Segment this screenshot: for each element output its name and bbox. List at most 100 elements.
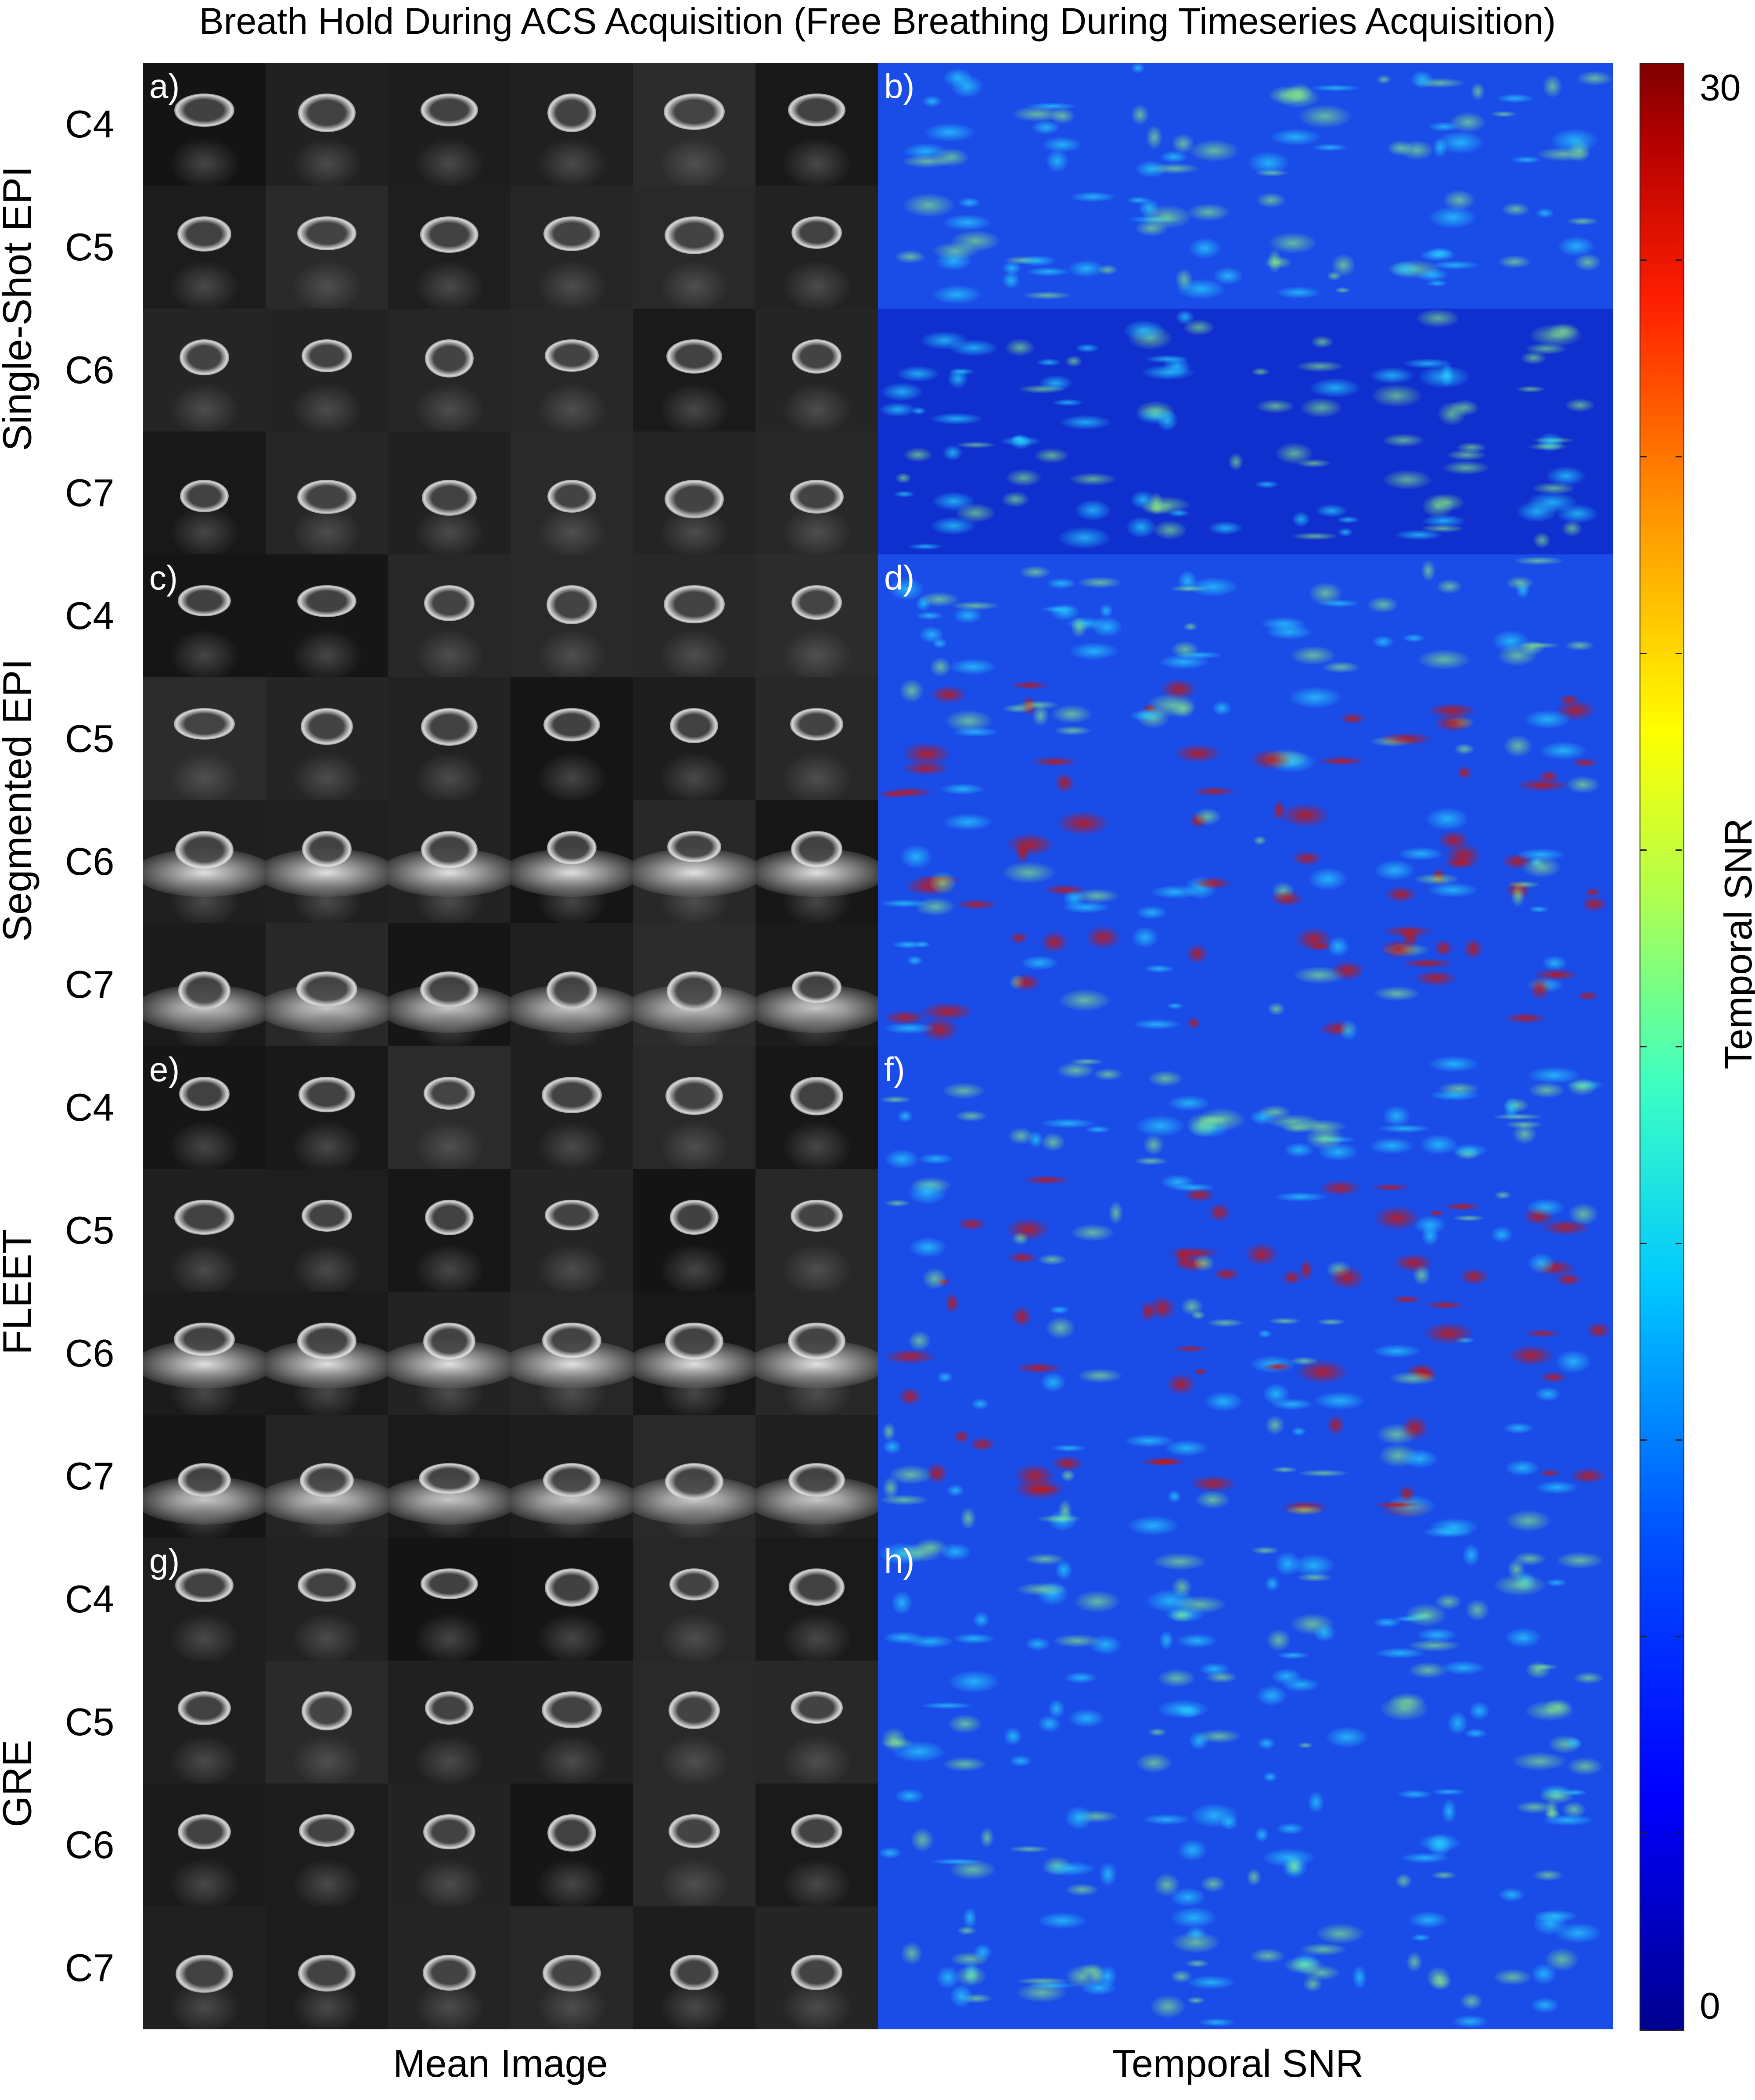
tsnr-hotspot xyxy=(1027,267,1070,276)
tsnr-hotspot xyxy=(1128,1516,1179,1535)
tsnr-hotspot xyxy=(1069,472,1116,486)
tsnr-hotspot xyxy=(1208,521,1242,535)
tsnr-hotspot xyxy=(1148,1457,1185,1466)
soft-tissue-shade xyxy=(659,260,730,309)
colorbar-tick xyxy=(1676,1439,1682,1441)
vertebra-shape xyxy=(420,216,479,253)
tsnr-hotspot xyxy=(1017,1582,1067,1596)
tsnr-map-tile xyxy=(878,1046,1001,1169)
tsnr-hotspot xyxy=(973,1611,990,1628)
soft-tissue-shade xyxy=(781,1489,852,1538)
tsnr-hotspot xyxy=(1041,1372,1066,1392)
tsnr-hotspot xyxy=(1281,804,1329,827)
tsnr-hotspot xyxy=(1046,1317,1075,1339)
tsnr-hotspot xyxy=(1277,1652,1309,1659)
soft-tissue-shade xyxy=(781,260,852,309)
tsnr-hotspot xyxy=(1010,681,1049,689)
tsnr-hotspot xyxy=(908,1181,947,1204)
mean-image-tile xyxy=(633,432,756,554)
tsnr-hotspot xyxy=(1002,271,1020,289)
mean-image-tile xyxy=(266,309,388,432)
tsnr-hotspot xyxy=(1165,1440,1208,1456)
mean-image-tile xyxy=(266,677,388,800)
tsnr-map-tile xyxy=(1000,63,1123,186)
tsnr-map-tile xyxy=(1245,1538,1368,1661)
soft-tissue-shade xyxy=(414,629,485,677)
vertebra-shape xyxy=(177,216,231,252)
tsnr-map-tile xyxy=(1123,1784,1246,1906)
tsnr-hotspot xyxy=(1012,106,1062,122)
tsnr-hotspot xyxy=(1409,1911,1447,1928)
tsnr-hotspot xyxy=(889,578,924,600)
soft-tissue-shade xyxy=(781,1858,852,1906)
tsnr-hotspot xyxy=(1286,83,1313,103)
tsnr-map-tile xyxy=(1123,186,1246,309)
level-label: C4 xyxy=(65,1086,115,1129)
tsnr-map-tile xyxy=(1123,432,1246,554)
vertebra-shape xyxy=(790,708,844,741)
tsnr-map-tile xyxy=(878,309,1001,432)
tsnr-hotspot xyxy=(951,75,983,98)
tsnr-hotspot xyxy=(1055,1560,1072,1580)
tsnr-hotspot xyxy=(1046,150,1069,172)
tsnr-hotspot xyxy=(955,1966,986,1987)
vertebra-shape xyxy=(179,339,230,376)
tsnr-hotspot xyxy=(1212,701,1231,716)
mean-image-tile xyxy=(511,800,633,923)
tsnr-hotspot xyxy=(1267,1003,1285,1016)
soft-tissue-shade xyxy=(291,1366,362,1415)
mean-image-tile xyxy=(633,309,756,432)
mean-image-tile xyxy=(143,1415,266,1538)
tsnr-hotspot xyxy=(1305,1126,1344,1150)
tsnr-hotspot xyxy=(892,1591,912,1615)
tsnr-hotspot xyxy=(1335,287,1350,294)
mean-image-tile xyxy=(266,432,388,554)
colorbar-tick xyxy=(1640,1046,1647,1047)
tsnr-hotspot xyxy=(1136,906,1167,920)
tsnr-hotspot xyxy=(1046,578,1076,589)
colorbar-label: Temporal SNR xyxy=(1716,818,1755,1070)
tsnr-hotspot xyxy=(1338,528,1353,537)
vertebra-shape xyxy=(791,216,842,249)
tsnr-map-tile xyxy=(1368,554,1491,677)
tsnr-hotspot xyxy=(1065,1884,1098,1896)
soft-tissue-shade xyxy=(536,998,607,1046)
tsnr-hotspot xyxy=(1429,1056,1478,1072)
tsnr-hotspot xyxy=(1439,831,1469,850)
tsnr-map-tile xyxy=(1490,1292,1613,1415)
tsnr-hotspot xyxy=(1543,75,1562,97)
tsnr-hotspot xyxy=(1471,83,1485,100)
tsnr-hotspot xyxy=(1057,811,1109,835)
tsnr-hotspot xyxy=(1391,262,1420,277)
tsnr-hotspot xyxy=(1015,1464,1055,1487)
vertebra-shape xyxy=(665,1077,723,1115)
tsnr-hotspot xyxy=(1540,1371,1567,1383)
tsnr-hotspot xyxy=(1516,385,1546,393)
tsnr-hotspot xyxy=(1148,1071,1183,1087)
tsnr-hotspot xyxy=(901,1942,922,1964)
soft-tissue-shade xyxy=(291,998,362,1046)
tsnr-map-tile xyxy=(1368,1784,1491,1906)
mean-image-tile xyxy=(388,1292,511,1415)
tsnr-hotspot xyxy=(1220,1814,1238,1830)
mean-image-tile xyxy=(511,1046,633,1169)
tsnr-hotspot xyxy=(1528,1067,1580,1083)
tsnr-hotspot xyxy=(958,197,980,208)
colorbar-tick xyxy=(1640,1636,1647,1637)
tsnr-hotspot xyxy=(1567,1078,1597,1096)
tsnr-hotspot xyxy=(1556,1552,1604,1569)
vertebra-shape xyxy=(665,216,724,255)
level-label: C7 xyxy=(65,471,115,514)
tsnr-map-tile xyxy=(1490,1906,1613,2029)
tsnr-hotspot xyxy=(1492,1114,1543,1120)
vertebra-shape xyxy=(175,1568,234,1602)
tsnr-hotspot xyxy=(1127,196,1150,204)
soft-tissue-shade xyxy=(536,1366,607,1415)
tsnr-hotspot xyxy=(1556,1350,1590,1373)
tsnr-hotspot xyxy=(1177,279,1225,299)
level-label: C5 xyxy=(65,1208,115,1252)
tsnr-hotspot xyxy=(1053,399,1083,406)
mean-image-tile xyxy=(388,432,511,554)
mean-image-tile xyxy=(388,677,511,800)
tsnr-hotspot xyxy=(963,1907,977,1928)
